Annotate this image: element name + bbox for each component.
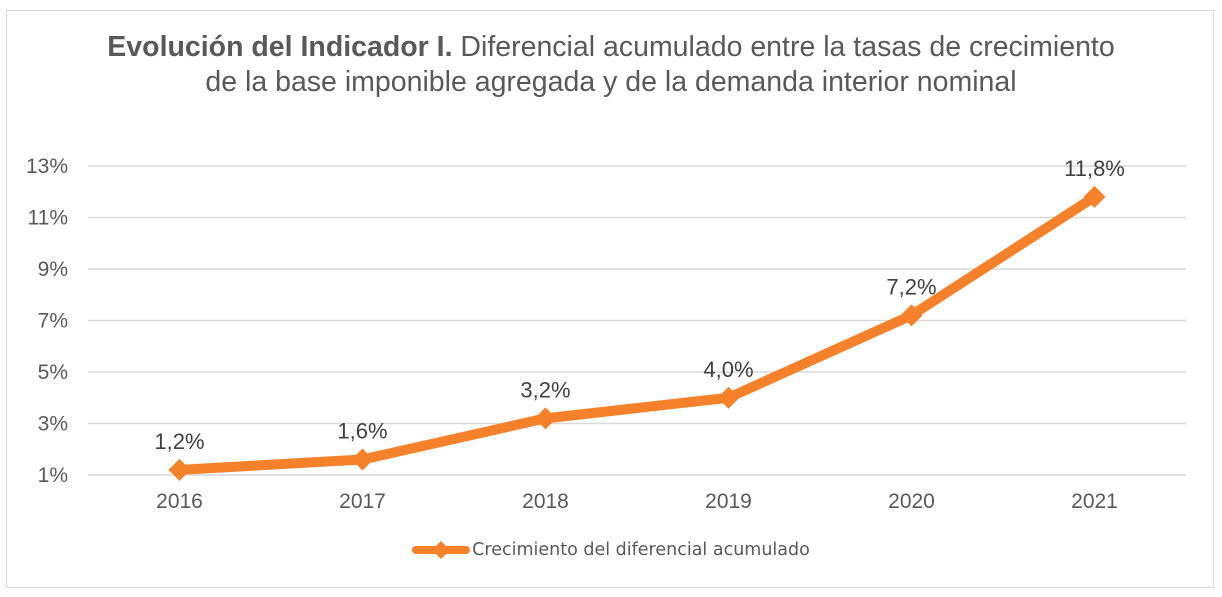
data-point-marker: [1083, 185, 1106, 208]
data-point-marker: [351, 448, 374, 471]
y-tick-label: 3%: [38, 413, 68, 436]
y-tick-label: 1%: [38, 464, 68, 487]
data-point-marker: [717, 386, 740, 409]
y-tick-label: 9%: [38, 258, 68, 281]
x-tick-label: 2016: [156, 490, 203, 513]
x-tick-label: 2021: [1071, 490, 1118, 513]
y-tick-label: 13%: [26, 155, 68, 178]
chart-title-bold: Evolución del Indicador I.: [107, 31, 453, 63]
chart-frame: [6, 10, 1214, 588]
data-label: 1,6%: [337, 419, 387, 444]
x-tick-label: 2018: [522, 490, 569, 513]
legend: Crecimiento del diferencial acumulado: [0, 538, 1222, 562]
data-label: 4,0%: [703, 357, 753, 382]
x-tick-label: 2020: [888, 490, 935, 513]
data-point-marker: [534, 407, 557, 430]
data-label: 11,8%: [1064, 156, 1125, 181]
y-tick-label: 11%: [28, 207, 68, 230]
data-label: 3,2%: [520, 377, 570, 402]
x-tick-label: 2019: [705, 490, 752, 513]
legend-line-diamond-icon: [412, 541, 471, 559]
data-point-marker: [168, 458, 191, 481]
x-tick-label: 2017: [339, 490, 386, 513]
y-tick-label: 5%: [38, 361, 68, 384]
y-tick-label: 7%: [38, 310, 68, 333]
legend-label: Crecimiento del diferencial acumulado: [472, 540, 810, 560]
data-label: 1,2%: [154, 429, 204, 454]
data-label: 7,2%: [886, 274, 936, 299]
chart-title: Evolución del Indicador I. Diferencial a…: [100, 30, 1122, 99]
chart-title-rest: Diferencial acumulado entre la tasas de …: [205, 31, 1115, 98]
series-line: [174, 191, 1100, 475]
data-point-marker: [900, 304, 923, 327]
